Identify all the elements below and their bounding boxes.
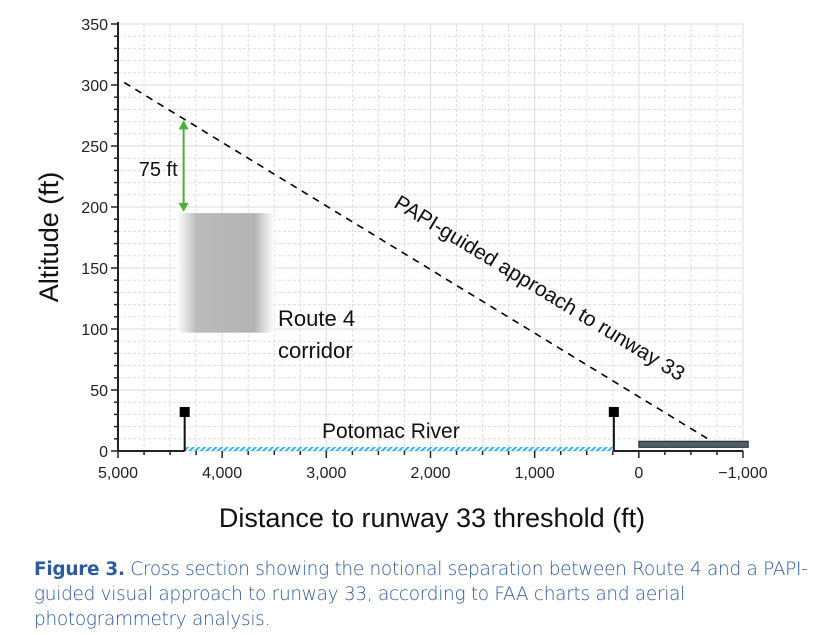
y-tick-label: 50 bbox=[90, 383, 108, 400]
caption-text: Cross section showing the notional separ… bbox=[34, 559, 808, 630]
axes: 0 50 100 150 200 250 300 350 5,000 4,000 3,000 2,00… bbox=[81, 17, 767, 482]
y-tick-label: 100 bbox=[81, 322, 108, 339]
figure-caption: Figure 3. Cross section showing the noti… bbox=[34, 557, 814, 632]
y-tick-label: 0 bbox=[99, 444, 108, 461]
runway bbox=[638, 440, 749, 448]
y-tick-label: 150 bbox=[81, 261, 108, 278]
papi-approach-label: PAPI-guided approach to runway 33 bbox=[390, 191, 689, 386]
regions bbox=[176, 213, 749, 451]
series bbox=[123, 81, 713, 451]
x-tick-label: 3,000 bbox=[306, 465, 346, 482]
route-4-corridor bbox=[176, 213, 275, 333]
marker bbox=[608, 406, 619, 417]
x-tick-label: 0 bbox=[634, 465, 643, 482]
cross-section-chart: 0 50 100 150 200 250 300 350 5,000 4,000 3,000 2,00… bbox=[34, 17, 768, 533]
y-tick-label: 300 bbox=[81, 78, 108, 95]
x-tick-label: 5,000 bbox=[98, 465, 138, 482]
potomac-river-label: Potomac River bbox=[322, 420, 460, 443]
arrowhead-up bbox=[178, 120, 189, 130]
y-tick-label: 250 bbox=[81, 139, 108, 156]
x-tick-label: 4,000 bbox=[202, 465, 242, 482]
marker bbox=[179, 406, 190, 417]
papi-approach-line bbox=[123, 81, 713, 442]
x-tick-label: −1,000 bbox=[718, 465, 767, 482]
x-axis-label: Distance to runway 33 threshold (ft) bbox=[219, 503, 645, 533]
x-tick-label: 2,000 bbox=[410, 465, 450, 482]
caption-label: Figure 3. bbox=[34, 559, 125, 580]
y-tick-label: 350 bbox=[81, 17, 108, 34]
route-4-label-line1: Route 4 bbox=[278, 306, 355, 331]
y-axis-label: Altitude (ft) bbox=[34, 172, 64, 303]
separation-label: 75 ft bbox=[139, 159, 178, 181]
route-4-label-line2: corridor bbox=[278, 338, 353, 363]
arrowhead-down bbox=[178, 202, 189, 212]
x-tick-label: 1,000 bbox=[515, 465, 555, 482]
y-tick-label: 200 bbox=[81, 200, 108, 217]
potomac-river bbox=[184, 447, 614, 451]
